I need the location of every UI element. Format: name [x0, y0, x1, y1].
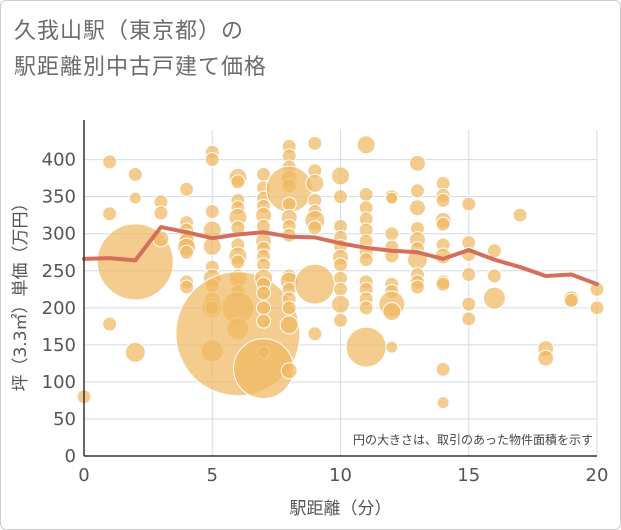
bubble-point-60 — [256, 313, 272, 329]
bubble-point-88 — [307, 326, 323, 342]
bubble-point-124 — [409, 183, 425, 199]
y-tick-label-3: 150 — [42, 335, 76, 356]
bubble-point-80 — [307, 135, 323, 151]
bubble-point-2 — [102, 206, 118, 222]
bubble-point-148 — [461, 296, 477, 312]
bubble-point-86 — [307, 220, 323, 236]
bubble-point-78 — [279, 315, 299, 335]
x-tick-label-3: 15 — [457, 465, 480, 486]
bubble-point-112 — [345, 326, 387, 368]
y-tick-label-4: 200 — [42, 298, 76, 319]
y-tick-labels: 0 50 100 150 200 250 300 350 400 — [42, 150, 76, 467]
bubble-point-17 — [179, 244, 195, 260]
x-tick-label-0: 0 — [78, 465, 89, 486]
y-tick-label-5: 250 — [42, 261, 76, 282]
bubble-point-132 — [409, 279, 425, 295]
chart-title-line-1: 久我山駅（東京都）の — [14, 19, 245, 44]
bubble-point-135 — [435, 192, 451, 208]
bubble-point-101 — [358, 186, 374, 202]
bubble-point-153 — [512, 207, 528, 223]
bubble-point-98 — [331, 294, 350, 314]
bubble-point-157 — [563, 292, 579, 308]
bubble-point-107 — [358, 252, 374, 268]
bubble-point-141 — [435, 276, 451, 292]
y-tick-label-0: 0 — [65, 446, 76, 467]
bubble-point-125 — [408, 199, 426, 217]
bubble-point-59 — [256, 300, 272, 316]
bubble-point-5 — [128, 191, 142, 205]
bubble-series — [76, 135, 605, 410]
trend-line-series — [82, 225, 599, 287]
bubble-point-95 — [333, 257, 348, 273]
bubble-point-100 — [356, 135, 376, 155]
bubble-point-3 — [102, 316, 118, 332]
bubble-point-87 — [294, 263, 336, 305]
bubble-point-114 — [385, 191, 399, 205]
bubble-point-142 — [435, 361, 451, 377]
bubble-point-111 — [358, 300, 374, 316]
bubble-point-151 — [486, 268, 502, 284]
bubble-point-9 — [153, 205, 169, 221]
x-axis-title: 駅距離（分） — [290, 499, 392, 519]
bubble-point-97 — [333, 281, 348, 297]
bubble-point-150 — [486, 243, 502, 259]
bubble-point-1 — [102, 154, 118, 170]
chart-title: 久我山駅（東京都）の 駅距離別中古戸建て価格 — [14, 14, 267, 86]
bubble-point-115 — [384, 226, 400, 242]
bubble-point-152 — [482, 286, 506, 310]
bubble-point-89 — [331, 166, 350, 186]
axes — [83, 120, 597, 457]
bubble-point-11 — [179, 181, 195, 197]
bubble-point-137 — [435, 216, 451, 232]
bubble-point-121 — [382, 302, 402, 322]
bubble-point-123 — [408, 154, 426, 172]
bubble-point-82 — [305, 173, 325, 193]
bubble-point-7 — [124, 341, 146, 363]
bubble-point-149 — [461, 311, 477, 327]
bubble-point-159 — [589, 300, 605, 316]
bubble-point-147 — [461, 266, 477, 282]
bubble-point-90 — [333, 189, 348, 205]
bubble-point-144 — [461, 196, 477, 212]
bubble-point-21 — [204, 152, 220, 168]
y-tick-label-1: 50 — [53, 409, 76, 430]
y-tick-label-8: 400 — [42, 150, 76, 171]
bubble-point-99 — [333, 312, 348, 328]
x-tick-label-1: 5 — [207, 465, 218, 486]
bubble-point-79 — [280, 362, 298, 380]
x-tick-label-4: 20 — [586, 465, 609, 486]
bubble-point-77 — [281, 300, 297, 316]
y-tick-label-7: 350 — [42, 187, 76, 208]
size-note: 円の大きさは、取引のあった物件面積を示す — [353, 432, 593, 447]
bubble-point-143 — [436, 396, 450, 410]
bubble-point-58 — [256, 285, 272, 301]
bubble-point-22 — [204, 204, 220, 219]
x-tick-label-2: 10 — [329, 465, 352, 486]
y-tick-label-6: 300 — [42, 224, 76, 245]
bubble-point-4 — [127, 166, 143, 182]
bubble-point-33 — [230, 174, 246, 190]
bubble-point-155 — [537, 349, 555, 367]
bubble-point-19 — [179, 279, 195, 295]
trend-line — [82, 225, 599, 287]
y-axis-title: 坪（3.3㎡）単価（万円） — [11, 194, 31, 391]
x-tick-labels: 0 5 10 15 20 — [78, 465, 608, 486]
y-tick-label-2: 100 — [42, 372, 76, 393]
bubble-point-122 — [385, 340, 399, 354]
bubble-point-40 — [230, 254, 246, 270]
chart-title-line-2: 駅距離別中古戸建て価格 — [14, 55, 268, 80]
